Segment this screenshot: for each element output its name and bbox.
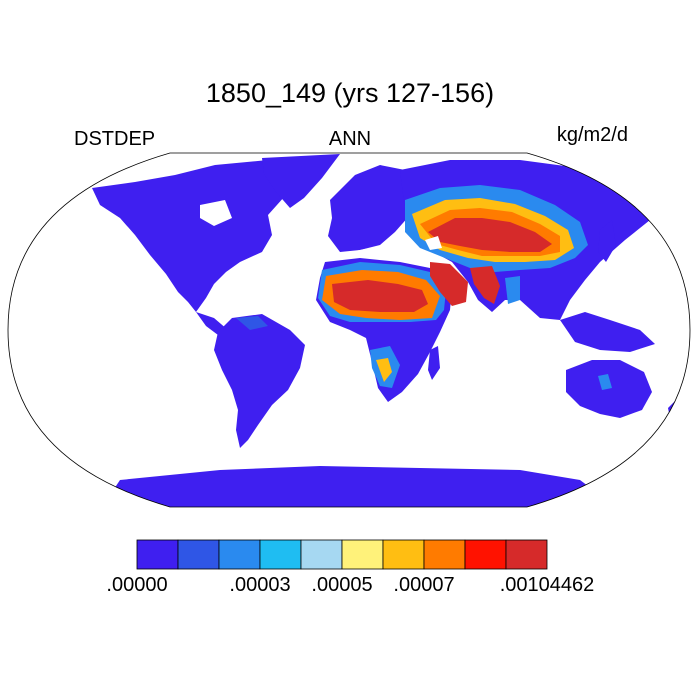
colorbar-tick-label: .00104462 <box>499 574 595 596</box>
map-title: 1850_149 (yrs 127-156) <box>205 78 495 108</box>
greenland <box>262 154 340 208</box>
colorbar-swatch-5 <box>300 539 343 570</box>
colorbar-tick-label: .00000 <box>106 574 168 596</box>
colorbar-swatch-6 <box>341 539 384 570</box>
map-outline <box>7 152 691 508</box>
colorbar-swatch-2 <box>177 539 220 570</box>
arabian-peninsula <box>430 262 468 306</box>
colorbar-tick-label: .00003 <box>229 574 291 596</box>
colorbar-swatch-8 <box>423 539 466 570</box>
colorbar-swatch-4 <box>259 539 302 570</box>
colorbar-tick-label: .00007 <box>393 574 455 596</box>
colorbar-swatch-9 <box>464 539 507 570</box>
colorbar-tick-label: .00005 <box>311 574 373 596</box>
colorbar-swatch-1 <box>136 539 179 570</box>
map-body <box>92 154 680 507</box>
colorbar-swatch-7 <box>382 539 425 570</box>
madagascar <box>428 346 440 380</box>
southeast-asia-islands <box>560 312 655 352</box>
units-label: kg/m2/d <box>556 124 628 146</box>
antarctica <box>110 466 600 507</box>
south-america <box>214 314 305 448</box>
europe <box>328 165 420 252</box>
australia <box>566 360 652 418</box>
north-america <box>92 160 300 312</box>
japan <box>598 220 616 262</box>
variable-label: DSTDEP <box>74 128 156 150</box>
season-label: ANN <box>328 128 372 150</box>
colorbar-swatch-3 <box>218 539 261 570</box>
colorbar-swatch-10 <box>505 539 548 570</box>
colorbar <box>136 539 548 570</box>
